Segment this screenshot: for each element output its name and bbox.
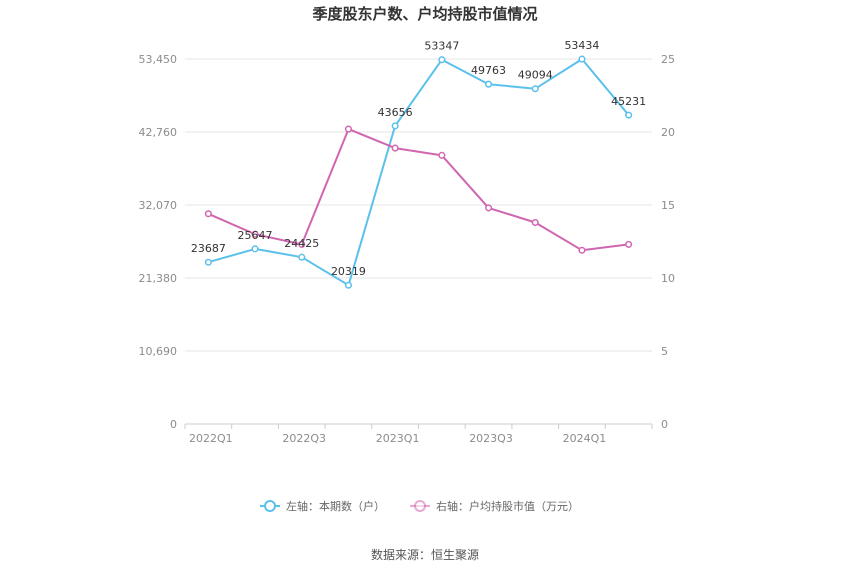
right-series-point <box>625 240 633 248</box>
left-series-point <box>485 80 493 88</box>
legend-label: 左轴：本期数（户） <box>286 499 385 513</box>
right-series-point <box>578 246 586 254</box>
left-axis-tick-label: 21,380 <box>139 272 178 285</box>
right-series-point <box>438 151 446 159</box>
data-label: 45231 <box>611 95 646 108</box>
legend: 左轴：本期数（户） 右轴：户均持股市值（万元） <box>260 499 579 513</box>
left-series-point <box>344 281 353 289</box>
legend-item-right-axis: 右轴：户均持股市值（万元） <box>410 499 579 513</box>
right-axis-tick-label: 0 <box>661 418 668 431</box>
x-axis-tick-label: 2023Q1 <box>376 432 420 445</box>
right-series-point <box>391 144 399 152</box>
left-series-point <box>531 85 539 93</box>
data-label: 43656 <box>378 106 413 119</box>
left-series-point <box>204 258 212 266</box>
right-series-point <box>344 125 353 133</box>
right-series-line <box>207 128 629 252</box>
right-axis-tick-label: 5 <box>661 345 668 358</box>
data-labels: 23687 25647 24425 20319 43656 53347 49763 49094… <box>191 39 646 278</box>
data-label: 24425 <box>284 237 319 250</box>
x-axis-tick-label: 2022Q1 <box>189 432 233 445</box>
axis-labels: 0 0 10,690 5 21,380 10 32,070 15 42,760 20 53,450 2… <box>139 53 676 445</box>
left-series-point <box>391 122 399 130</box>
right-series-point <box>251 230 259 238</box>
right-series-point <box>485 204 493 212</box>
left-axis-tick-label: 53,450 <box>139 53 178 66</box>
grid-lines <box>185 58 652 425</box>
legend-marker <box>414 500 426 512</box>
left-axis-tick-label: 0 <box>170 418 177 431</box>
x-axis-tick-label: 2024Q1 <box>563 432 607 445</box>
legend-item-left-axis: 左轴：本期数（户） <box>260 499 385 513</box>
left-series-point <box>578 55 586 63</box>
left-series-line <box>208 58 630 287</box>
data-label: 23687 <box>191 242 226 255</box>
x-axis-tick-label: 2022Q3 <box>282 432 326 445</box>
left-axis-tick-label: 10,690 <box>139 345 178 358</box>
chart-title: 季度股东户数、户均持股市值情况 <box>312 5 537 23</box>
data-label: 53434 <box>564 39 599 52</box>
left-series-point <box>625 111 633 119</box>
right-axis-tick-label: 20 <box>661 126 675 139</box>
data-label: 49763 <box>471 64 506 77</box>
series-lines <box>204 55 633 289</box>
left-series-point <box>298 253 306 261</box>
legend-label: 右轴：户均持股市值（万元） <box>436 499 579 513</box>
left-series-point <box>438 56 446 64</box>
right-axis-tick-label: 10 <box>661 272 675 285</box>
right-axis-tick-label: 25 <box>661 53 675 66</box>
data-label: 25647 <box>238 229 273 242</box>
data-label: 53347 <box>424 40 459 53</box>
legend-marker <box>264 500 276 512</box>
right-series-point <box>204 210 212 218</box>
left-axis-tick-label: 32,070 <box>139 199 178 212</box>
left-axis-tick-label: 42,760 <box>139 126 178 139</box>
right-axis-tick-label: 15 <box>661 199 675 212</box>
left-series-point <box>251 245 259 253</box>
right-series-point <box>298 240 306 248</box>
right-series-point <box>531 218 539 227</box>
data-label: 20319 <box>331 265 366 278</box>
source-note: 数据来源：恒生聚源 <box>371 547 479 562</box>
data-label: 49094 <box>518 69 553 82</box>
x-axis-tick-label: 2023Q3 <box>469 432 513 445</box>
